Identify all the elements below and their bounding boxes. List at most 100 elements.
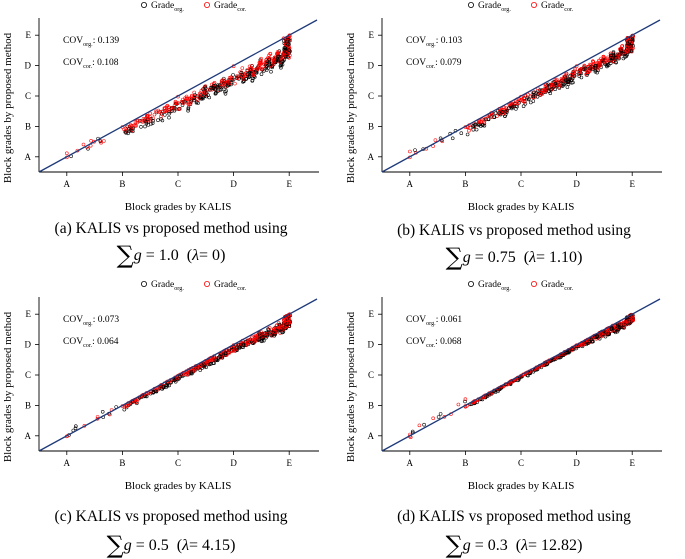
scatter-point xyxy=(261,332,265,337)
scatter-point xyxy=(450,136,455,141)
y-axis-label: Block grades by proposed method xyxy=(345,32,357,183)
scatter-point xyxy=(135,120,139,125)
scatter-point xyxy=(267,327,271,332)
scatter-point xyxy=(534,91,538,95)
scatter-point xyxy=(202,91,206,95)
scatter-point xyxy=(572,74,577,78)
scatter-point xyxy=(526,373,530,378)
scatter-point xyxy=(140,120,145,124)
scatter-point xyxy=(73,426,78,431)
scatter-point xyxy=(198,363,202,368)
scatter-point xyxy=(204,91,209,95)
scatter-point xyxy=(284,42,289,47)
scatter-point xyxy=(286,42,290,46)
cov-org-label: COVorg.: 0.061 xyxy=(406,315,462,327)
scatter-point xyxy=(145,114,149,118)
x-tick-label: A xyxy=(64,179,71,189)
scatter-point xyxy=(282,46,287,50)
legend-label-cor: Gradecor. xyxy=(214,280,247,292)
scatter-point xyxy=(272,56,276,61)
scatter-point xyxy=(615,329,620,334)
scatter-point xyxy=(284,320,288,325)
scatter-point xyxy=(198,368,202,372)
scatter-point xyxy=(252,74,256,79)
scatter-point xyxy=(570,347,575,351)
y-tick-label: A xyxy=(368,431,375,441)
lambda-value: = 12.82 xyxy=(528,537,578,554)
caption-var: g xyxy=(123,537,132,554)
scatter-point xyxy=(224,353,229,357)
scatter-point xyxy=(148,111,152,116)
scatter-point xyxy=(99,140,103,145)
scatter-point xyxy=(279,56,283,61)
legend-marker-cor xyxy=(203,2,210,8)
data-points xyxy=(408,33,636,160)
scatter-point xyxy=(218,355,223,359)
scatter-point xyxy=(565,85,570,89)
y-tick-label: D xyxy=(368,61,375,71)
scatter-point xyxy=(152,112,157,117)
scatter-point xyxy=(208,87,212,92)
y-tick-label: D xyxy=(25,61,32,71)
scatter-point xyxy=(190,371,194,376)
scatter-point xyxy=(214,91,218,95)
scatter-point xyxy=(252,335,257,339)
x-tick-label: E xyxy=(629,179,635,189)
caption-c-line1: (c) KALIS vs proposed method using xyxy=(54,508,288,525)
scatter-point xyxy=(615,323,620,328)
scatter-point xyxy=(237,345,242,349)
scatter-point xyxy=(205,362,210,366)
scatter-point xyxy=(284,55,289,59)
x-tick-label: B xyxy=(119,458,125,468)
scatter-point xyxy=(481,123,485,128)
scatter-point xyxy=(247,75,252,79)
scatter-point xyxy=(275,57,280,61)
scatter-point xyxy=(250,64,254,68)
scatter-point xyxy=(562,75,567,79)
data-points xyxy=(65,33,292,160)
scatter-point xyxy=(477,119,482,123)
scatter-point xyxy=(245,68,249,72)
scatter-point xyxy=(245,341,250,345)
scatter-point xyxy=(248,340,253,344)
scatter-point xyxy=(589,337,593,342)
lambda-value: = 1.10 xyxy=(536,249,578,266)
reference-line xyxy=(38,298,318,452)
scatter-point xyxy=(203,86,208,91)
caption-b-line2: ∑g = 0.75 (λ= 1.10) xyxy=(445,243,583,271)
scatter-point xyxy=(274,324,279,328)
scatter-point xyxy=(167,115,171,120)
scatter-point xyxy=(242,72,247,76)
scatter-point xyxy=(74,424,78,428)
scatter-point xyxy=(222,78,226,83)
scatter-point xyxy=(570,76,575,81)
scatter-point xyxy=(237,77,241,81)
scatter-point xyxy=(161,385,166,389)
scatter-point xyxy=(595,70,599,75)
scatter-point xyxy=(188,96,192,100)
x-tick-label: A xyxy=(407,458,414,468)
scatter-point xyxy=(173,101,178,106)
scatter-point xyxy=(255,67,260,71)
lambda-symbol: λ xyxy=(521,537,529,554)
scatter-point xyxy=(225,83,230,88)
scatter-point xyxy=(596,63,600,68)
scatter-point xyxy=(616,328,620,332)
scatter-point xyxy=(132,123,136,128)
scatter-point xyxy=(522,96,527,100)
scatter-point xyxy=(577,69,581,74)
scatter-point xyxy=(579,66,584,71)
scatter-point xyxy=(515,101,520,106)
cov-cor-label: COVcor.: 0.068 xyxy=(406,337,462,349)
scatter-point xyxy=(620,325,625,330)
scatter-point xyxy=(263,331,268,336)
panel-d: A A B B C C D D E E Block grades by KALIS Block gra… xyxy=(343,279,685,559)
scatter-point xyxy=(259,67,264,71)
caption-var: g xyxy=(462,249,471,266)
scatter-point xyxy=(165,103,170,108)
scatter-point xyxy=(571,70,575,75)
y-tick-label: A xyxy=(25,152,32,162)
scatter-point xyxy=(610,56,614,60)
cov-org-label: COVorg.: 0.139 xyxy=(63,36,119,48)
scatter-point xyxy=(242,74,247,79)
